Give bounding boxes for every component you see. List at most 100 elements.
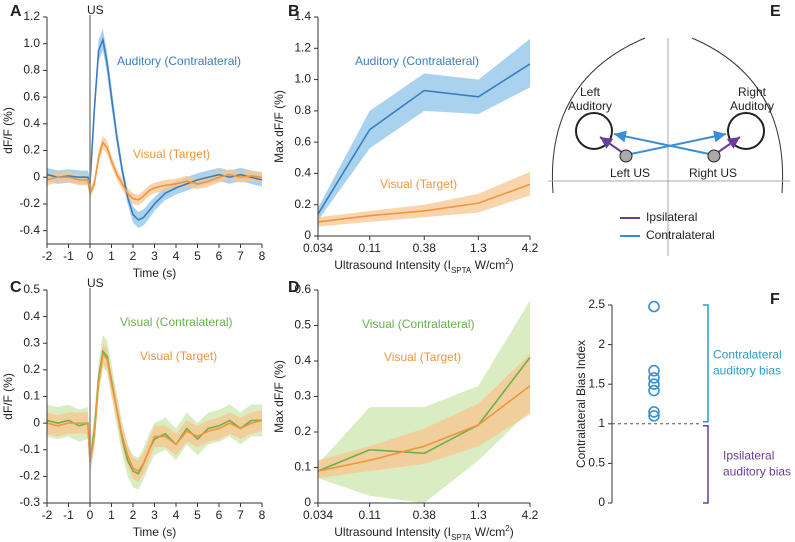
x-axis-label: Ultrasound Intensity (ISPTA W/cm2) [334,524,513,542]
y-tick-label: 0.5 [294,318,311,332]
x-tick-label: 0.38 [413,508,437,522]
line [317,63,531,215]
y-tick-label: 2 [598,337,605,351]
bracket-label: auditory bias [723,465,791,479]
x-axis-label-part: 2 [505,524,510,533]
error-band [47,135,262,206]
y-tick-label: 0 [304,495,311,509]
x-tick-label: -1 [63,249,74,263]
arrow [613,130,715,156]
us-site [707,149,721,163]
annotation: US [87,3,104,17]
x-axis-label: Time (s) [133,266,177,280]
y-axis-label: Contralateral Bias Index [574,340,588,468]
y-tick-label: 0.1 [294,460,311,474]
x-tick-label: 5 [194,249,201,263]
annotation: US [87,276,104,290]
x-tick-label: 4 [173,508,180,522]
x-tick-label: 0.034 [303,241,333,255]
point [648,384,660,397]
node-label: Auditory [730,99,774,113]
y-tick-label: -0.4 [19,223,40,237]
x-tick-label: 7 [237,508,244,522]
series-label: Visual (Contralateral) [362,317,475,331]
y-tick-label: 0.4 [23,309,40,323]
error-band [47,343,262,482]
x-tick-label: 0.38 [413,241,437,255]
series-label: Visual (Target) [384,350,461,364]
series-label: Visual (Target) [380,177,457,191]
outline [551,37,646,194]
bracket-label: Ipsilateral [723,449,774,463]
line [317,356,531,472]
x-tick-label: 1 [108,508,115,522]
y-tick-label: 1.4 [294,9,311,23]
panel-label: E [770,3,781,20]
x-tick-label: 6 [216,249,223,263]
y-tick-label: 1.5 [588,376,605,390]
us-site [619,149,633,163]
series-label: Visual (Target) [140,349,217,363]
y-axis-label: Max dF/F (%) [272,360,286,433]
y-tick-label: -0.2 [19,469,40,483]
x-tick-label: 0 [87,508,94,522]
y-tick-label: 1 [598,416,605,430]
y-tick-label: 0.6 [294,282,311,296]
y-tick-label: 1.2 [23,9,40,23]
x-tick-label: 4 [173,249,180,263]
y-tick-label: 0.8 [294,103,311,117]
x-tick-label: 2 [130,508,137,522]
x-axis-label-part: ) [510,258,514,272]
x-tick-label: 1.3 [470,508,487,522]
series-label: Auditory (Contralateral) [355,54,479,68]
y-tick-label: 0.2 [294,424,311,438]
y-tick-label: 1.0 [294,72,311,86]
x-tick-label: 3 [151,508,158,522]
x-axis-label: Ultrasound Intensity (ISPTA W/cm2) [334,257,513,275]
y-tick-label: 0.3 [294,389,311,403]
y-tick-label: 0.6 [23,89,40,103]
line [317,385,531,472]
error-band [318,353,530,479]
y-tick-label: 0.1 [23,389,40,403]
point [648,300,660,313]
node-label: Right [738,85,767,99]
panel-label: D [288,279,300,296]
x-tick-label: 0.034 [303,508,333,522]
node-label: Left US [610,166,650,180]
y-tick-label: 0 [304,228,311,242]
x-tick-label: 7 [237,249,244,263]
outline [691,37,784,194]
y-tick-label: 0.4 [294,353,311,367]
x-tick-label: 0.11 [358,241,381,255]
x-tick-label: -2 [42,249,53,263]
x-tick-label: 5 [194,508,201,522]
legend-label: Contralateral [646,228,715,242]
x-tick-label: 2 [130,249,137,263]
y-tick-label: -0.2 [19,196,40,210]
bracket-label: auditory bias [713,364,781,378]
x-tick-label: -1 [63,508,74,522]
series-label: Visual (Contralateral) [120,315,233,329]
legend-label: Ipsilateral [646,210,697,224]
diagram: E Left Auditory Right Auditory Left US R… [548,3,790,256]
x-axis-label-part: W/cm [471,258,505,272]
y-tick-label: 0.4 [294,166,311,180]
y-tick-label: 2.5 [588,297,605,311]
x-axis-label-part: SPTA [451,533,472,542]
auditory-area [575,112,613,150]
auditory-area [727,112,765,150]
x-tick-label: 8 [259,508,266,522]
x-axis-label: Time (s) [133,525,177,539]
series-label: Auditory (Contralateral) [117,54,241,68]
series-label: Visual (Target) [133,147,210,161]
point [648,378,660,391]
y-tick-label: 0.3 [23,335,40,349]
y-tick-label: 0 [33,169,40,183]
y-tick-label: 0.8 [23,63,40,77]
y-axis-label: dF/F (%) [1,373,15,420]
x-tick-label: 6 [216,508,223,522]
point [648,364,660,377]
y-axis-label: dF/F (%) [1,107,15,154]
